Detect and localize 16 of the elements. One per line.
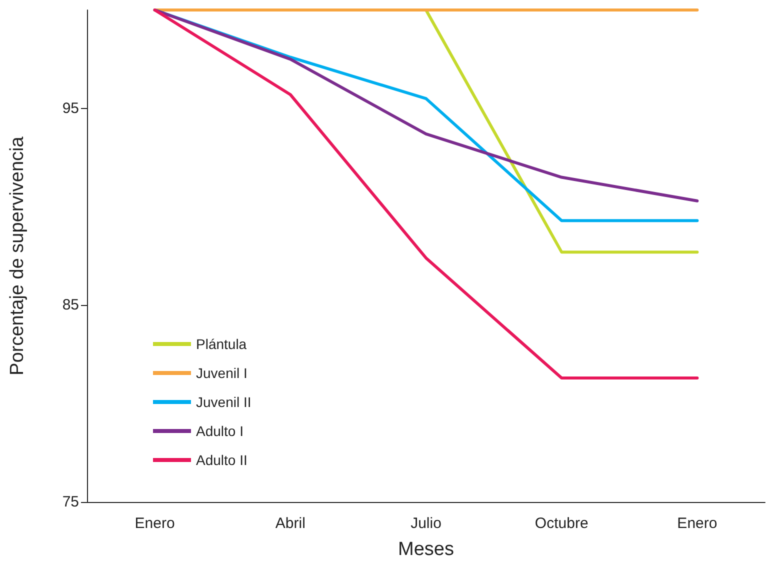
x-tick-label: Julio <box>410 515 442 532</box>
legend-label: Plántula <box>196 336 247 352</box>
y-tick-label: 75 <box>62 494 79 510</box>
x-tick-label: Enero <box>134 515 175 532</box>
legend-label: Adulto I <box>196 423 244 439</box>
y-axis-title: Porcentaje de supervivencia <box>7 136 28 376</box>
x-tick-label: Enero <box>677 515 718 532</box>
legend-label: Adulto II <box>196 452 248 468</box>
x-axis-title: Meses <box>398 539 454 560</box>
x-tick-label: Abril <box>275 515 306 532</box>
legend-label: Juvenil II <box>196 394 252 410</box>
y-tick-label: 85 <box>62 296 79 314</box>
legend-label: Juvenil I <box>196 365 248 381</box>
x-tick-label: Octubre <box>534 515 588 532</box>
line-series <box>153 8 699 380</box>
y-tick-label: 95 <box>62 100 79 117</box>
